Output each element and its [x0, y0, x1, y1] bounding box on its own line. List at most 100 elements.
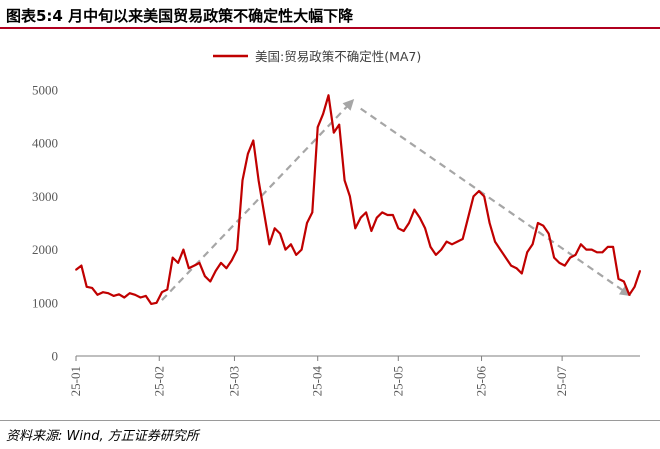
- legend: 美国:贸易政策不确定性(MA7): [213, 49, 421, 64]
- data-point: [537, 222, 539, 224]
- data-point: [494, 240, 496, 243]
- x-tick-label: 25-06: [474, 366, 489, 397]
- data-point: [198, 262, 201, 264]
- trend-arrow: [161, 99, 355, 301]
- data-point: [171, 256, 174, 259]
- data-point: [504, 256, 507, 259]
- data-point: [402, 230, 405, 232]
- data-point: [118, 293, 120, 296]
- data-point: [596, 251, 598, 254]
- data-point: [590, 248, 593, 251]
- data-point: [144, 295, 147, 297]
- data-point: [155, 301, 158, 304]
- data-point: [520, 272, 523, 275]
- x-tick-label: 25-01: [68, 366, 83, 396]
- data-point: [290, 243, 292, 246]
- data-point: [75, 268, 77, 271]
- data-point: [445, 240, 448, 243]
- data-point: [91, 287, 93, 289]
- series-layer: [75, 94, 642, 305]
- data-point: [322, 113, 324, 115]
- data-point: [461, 238, 464, 240]
- x-tick-label: 25-07: [554, 366, 569, 397]
- data-point: [295, 254, 298, 256]
- data-point: [456, 240, 459, 243]
- data-point: [204, 275, 206, 278]
- data-point: [381, 211, 384, 214]
- data-point: [601, 251, 604, 254]
- y-tick-label: 1000: [32, 295, 58, 310]
- data-point: [306, 222, 308, 224]
- data-point: [451, 243, 453, 246]
- data-point: [134, 293, 137, 296]
- data-point: [252, 139, 255, 142]
- data-point: [182, 248, 185, 251]
- data-point: [273, 227, 276, 230]
- data-point: [279, 232, 281, 235]
- data-point: [633, 285, 636, 288]
- data-point: [332, 131, 335, 134]
- data-point: [349, 195, 351, 198]
- data-point: [623, 280, 625, 283]
- y-tick-label: 3000: [32, 189, 58, 204]
- data-point: [370, 230, 373, 232]
- footer-divider: [0, 420, 660, 421]
- data-point: [166, 288, 169, 291]
- data-point: [359, 216, 362, 219]
- data-point: [177, 262, 180, 264]
- data-point: [499, 248, 502, 251]
- data-point: [123, 296, 126, 299]
- data-point: [128, 292, 131, 295]
- data-point: [102, 291, 104, 294]
- data-point: [354, 227, 357, 230]
- data-point: [531, 243, 534, 246]
- data-point: [230, 259, 233, 262]
- data-point: [327, 94, 330, 97]
- data-point: [311, 211, 314, 214]
- data-point: [418, 216, 421, 219]
- line-chart: 美国:贸易政策不确定性(MA7) 0 1000 2000 3000 4000 5000 25…: [32, 49, 642, 397]
- data-point: [424, 227, 426, 230]
- data-point: [209, 280, 212, 283]
- data-point: [214, 270, 217, 272]
- y-tick-label: 2000: [32, 242, 58, 257]
- data-point: [85, 285, 88, 288]
- data-point: [617, 278, 620, 280]
- data-point: [580, 243, 582, 246]
- data-point: [574, 254, 577, 256]
- y-tick-label: 0: [52, 349, 59, 364]
- title-divider: [0, 27, 660, 29]
- data-point: [510, 264, 512, 267]
- data-point: [139, 296, 142, 299]
- data-point: [392, 214, 394, 216]
- axes: 0 1000 2000 3000 4000 5000 25-01 25-02 25-03 25-0…: [32, 83, 640, 397]
- data-point: [547, 232, 550, 235]
- data-point: [375, 216, 378, 219]
- series-line: [75, 94, 642, 305]
- data-point: [483, 195, 486, 198]
- data-point: [338, 123, 341, 126]
- source-note: 资料来源: Wind, 方正证券研究所: [6, 429, 199, 444]
- x-tick-label: 25-05: [390, 366, 405, 396]
- data-point: [365, 211, 367, 214]
- data-point: [112, 295, 115, 297]
- data-point: [606, 246, 609, 248]
- data-point: [563, 264, 566, 267]
- data-point: [467, 216, 469, 219]
- data-point: [413, 208, 416, 211]
- y-tick-label: 4000: [32, 136, 58, 151]
- annotations: [161, 99, 632, 301]
- data-point: [150, 303, 153, 305]
- data-point: [478, 190, 480, 193]
- data-point: [526, 251, 529, 254]
- x-tick-label: 25-04: [310, 366, 325, 397]
- data-point: [316, 126, 319, 129]
- data-point: [225, 267, 228, 270]
- data-point: [440, 248, 443, 251]
- data-point: [257, 179, 260, 182]
- data-point: [472, 195, 475, 198]
- data-point: [80, 264, 83, 267]
- data-point: [612, 246, 614, 248]
- data-point: [542, 224, 545, 227]
- data-point: [628, 293, 631, 296]
